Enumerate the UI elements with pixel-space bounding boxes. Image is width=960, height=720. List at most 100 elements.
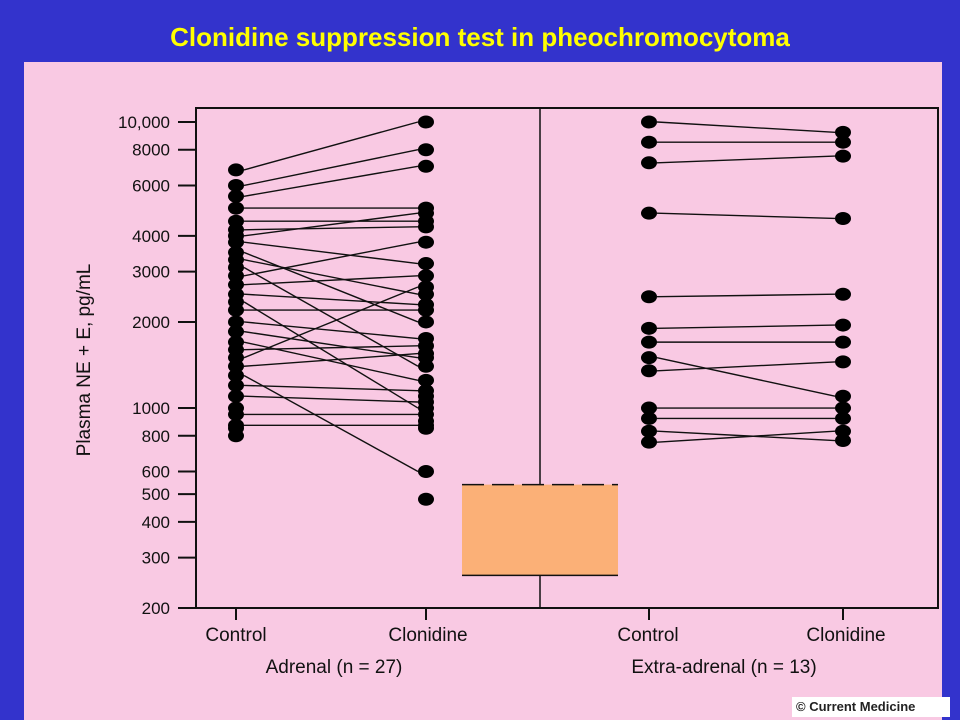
- data-points: [228, 115, 851, 506]
- control-point: [641, 401, 657, 415]
- clonidine-point: [835, 287, 851, 301]
- pair-line: [243, 241, 419, 277]
- pair-line: [243, 251, 419, 323]
- control-point: [228, 359, 244, 373]
- chart-panel: [24, 62, 942, 720]
- plot-frame: [195, 107, 939, 609]
- connecting-lines: [243, 121, 836, 473]
- clonidine-point: [418, 303, 434, 317]
- control-point: [228, 163, 244, 177]
- clonidine-point: [835, 135, 851, 149]
- clonidine-point: [835, 125, 851, 139]
- y-tick-label: 6000: [132, 176, 170, 195]
- clonidine-point: [418, 280, 434, 294]
- pair-line: [243, 286, 419, 359]
- control-point: [228, 278, 244, 292]
- control-point: [228, 325, 244, 339]
- control-point: [228, 315, 244, 329]
- pair-line: [656, 121, 836, 134]
- clonidine-point: [835, 211, 851, 225]
- pair-line: [243, 121, 419, 171]
- clonidine-point: [418, 257, 434, 271]
- y-tick-label: 2000: [132, 313, 170, 332]
- control-point: [641, 115, 657, 129]
- x-labels: Control Clonidine Control Clonidine Adre…: [205, 625, 885, 678]
- x-label-adrenal-control: Control: [205, 625, 266, 646]
- y-tick-label: 4000: [132, 227, 170, 246]
- clonidine-point: [418, 315, 434, 329]
- group-label-extra-adrenal: Extra-adrenal (n = 13): [631, 657, 816, 678]
- pair-line: [656, 212, 836, 220]
- control-point: [228, 178, 244, 192]
- pair-line: [656, 430, 836, 442]
- clonidine-point: [835, 424, 851, 438]
- control-point: [641, 206, 657, 220]
- clonidine-point: [418, 389, 434, 403]
- slide-title: Clonidine suppression test in pheochromo…: [170, 22, 790, 52]
- pair-line: [243, 384, 419, 392]
- pair-line: [243, 259, 419, 295]
- control-point: [228, 189, 244, 203]
- y-tick-label: 1000: [132, 399, 170, 418]
- clonidine-point: [418, 235, 434, 249]
- clonidine-point: [418, 220, 434, 234]
- pair-line: [243, 330, 419, 359]
- y-axis-label: Plasma NE + E, pg/mL: [74, 264, 95, 457]
- control-point: [228, 401, 244, 415]
- control-point: [641, 364, 657, 378]
- y-tick-label: 600: [142, 463, 170, 482]
- x-label-extra-clonidine: Clonidine: [806, 625, 885, 646]
- clonidine-point: [835, 389, 851, 403]
- clonidine-point: [418, 159, 434, 173]
- pair-line: [243, 165, 419, 197]
- clonidine-point: [418, 206, 434, 220]
- clonidine-point: [418, 465, 434, 479]
- pair-line: [243, 395, 419, 403]
- normal-range-box: [462, 484, 618, 576]
- y-tick-label: 800: [142, 427, 170, 446]
- pair-line: [243, 275, 419, 286]
- y-tick-label: 300: [142, 549, 170, 568]
- clonidine-point: [835, 434, 851, 448]
- clonidine-point: [835, 149, 851, 163]
- pair-line: [243, 212, 419, 237]
- control-point: [641, 351, 657, 365]
- control-point: [228, 389, 244, 403]
- pair-line: [243, 374, 419, 473]
- control-point: [228, 303, 244, 317]
- control-point: [228, 378, 244, 392]
- control-point: [228, 429, 244, 443]
- pair-line: [243, 321, 419, 340]
- x-label-extra-control: Control: [617, 625, 678, 646]
- pair-line: [656, 430, 836, 443]
- pair-line: [243, 352, 419, 367]
- clonidine-point: [835, 355, 851, 369]
- pair-line: [243, 293, 419, 306]
- control-point: [641, 321, 657, 335]
- control-point: [228, 235, 244, 249]
- control-point: [641, 335, 657, 349]
- clonidine-point: [418, 269, 434, 283]
- pair-line: [243, 266, 419, 367]
- clonidine-point: [418, 421, 434, 435]
- y-tick-label: 500: [142, 485, 170, 504]
- y-tick-label: 400: [142, 513, 170, 532]
- clonidine-point: [835, 411, 851, 425]
- x-label-adrenal-clonidine: Clonidine: [388, 625, 467, 646]
- control-point: [641, 424, 657, 438]
- pair-line: [243, 241, 419, 265]
- clonidine-point: [835, 318, 851, 332]
- group-label-adrenal: Adrenal (n = 27): [266, 657, 403, 678]
- pair-line: [656, 356, 836, 397]
- pair-line: [656, 324, 836, 330]
- control-point: [641, 156, 657, 170]
- pair-line: [243, 226, 419, 231]
- clonidine-point: [418, 373, 434, 387]
- pair-line: [243, 345, 419, 351]
- y-tick-label: 8000: [132, 141, 170, 160]
- clonidine-point: [835, 401, 851, 415]
- control-point: [641, 135, 657, 149]
- y-tick-label: 3000: [132, 263, 170, 282]
- clonidine-point: [418, 115, 434, 129]
